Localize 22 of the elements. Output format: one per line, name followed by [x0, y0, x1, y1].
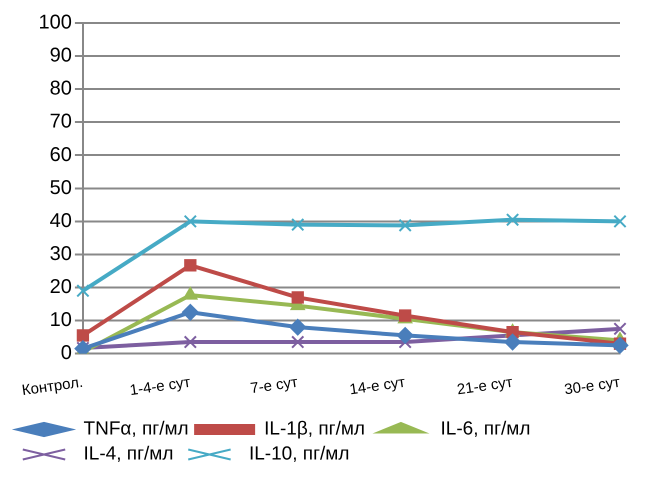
legend-label: IL-6, пг/мл: [440, 418, 530, 440]
x-tick-label: 30-е сут: [563, 374, 622, 398]
y-tick-label: 30: [50, 242, 72, 265]
x-tick-label: 21-е сут: [456, 374, 514, 398]
x-tick-label: 1-4-е сут: [128, 374, 192, 400]
y-tick-label: 90: [50, 44, 72, 67]
x-tick-label: 14-е сут: [348, 374, 406, 398]
y-tick-label: 20: [50, 276, 72, 298]
y-tick-label: 10: [50, 309, 72, 332]
legend-label: TNFα, пг/мл: [84, 418, 189, 440]
y-tick-label: 60: [50, 144, 72, 166]
x-tick-label: 7-е сут: [249, 374, 300, 398]
x-tick-label: Контрол.: [20, 374, 84, 400]
y-tick-label: 0: [60, 342, 72, 364]
legend-label: IL-1β, пг/мл: [264, 418, 365, 440]
y-tick-label: 40: [50, 210, 72, 232]
y-tick-label: 100: [38, 12, 72, 34]
legend-label: IL-4, пг/мл: [84, 444, 174, 465]
y-tick-label: 70: [50, 110, 72, 133]
y-tick-label: 50: [50, 176, 72, 199]
y-tick-label: 80: [50, 78, 72, 100]
legend-label: IL-10, пг/мл: [248, 444, 350, 465]
